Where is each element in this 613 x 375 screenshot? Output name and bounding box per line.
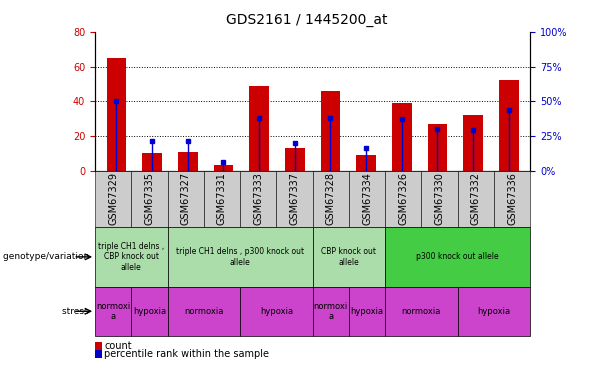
Text: p300 knock out allele: p300 knock out allele — [416, 252, 499, 261]
Bar — [494, 171, 530, 227]
Bar — [95, 227, 167, 287]
Bar — [385, 287, 458, 336]
Bar — [167, 171, 204, 227]
Bar — [178, 152, 197, 171]
Text: GDS2161 / 1445200_at: GDS2161 / 1445200_at — [226, 13, 387, 27]
Text: GSM67328: GSM67328 — [326, 172, 336, 225]
Bar — [349, 171, 385, 227]
Bar — [499, 81, 519, 171]
Bar — [249, 86, 269, 171]
Bar — [214, 165, 234, 171]
Bar — [458, 171, 494, 227]
Text: GSM67332: GSM67332 — [471, 172, 481, 225]
Text: GSM67330: GSM67330 — [435, 172, 444, 225]
Text: hypoxia: hypoxia — [478, 307, 511, 316]
Bar — [276, 171, 313, 227]
Text: GSM67331: GSM67331 — [217, 172, 227, 225]
Bar — [458, 287, 530, 336]
Bar — [204, 171, 240, 227]
Bar — [385, 171, 421, 227]
Bar — [421, 171, 458, 227]
Text: triple CH1 delns ,
CBP knock out
allele: triple CH1 delns , CBP knock out allele — [98, 242, 164, 272]
Text: hypoxia: hypoxia — [260, 307, 293, 316]
Bar — [131, 171, 167, 227]
Bar — [356, 155, 376, 171]
Text: GSM67337: GSM67337 — [289, 172, 300, 225]
Bar — [321, 91, 340, 171]
Bar — [167, 227, 313, 287]
Text: GSM67329: GSM67329 — [108, 172, 118, 225]
Text: percentile rank within the sample: percentile rank within the sample — [104, 349, 269, 359]
Text: GSM67327: GSM67327 — [181, 172, 191, 225]
Bar — [285, 148, 305, 171]
Bar — [131, 287, 167, 336]
Text: CBP knock out
allele: CBP knock out allele — [321, 247, 376, 267]
Text: GSM67336: GSM67336 — [507, 172, 517, 225]
Text: normoxia: normoxia — [184, 307, 224, 316]
Bar — [313, 171, 349, 227]
Text: normoxi
a: normoxi a — [96, 302, 131, 321]
Bar — [385, 227, 530, 287]
Text: normoxia: normoxia — [402, 307, 441, 316]
Text: hypoxia: hypoxia — [351, 307, 384, 316]
Bar — [107, 58, 126, 171]
Text: GSM67335: GSM67335 — [145, 172, 154, 225]
Text: GSM67334: GSM67334 — [362, 172, 372, 225]
Bar — [313, 227, 385, 287]
Text: GSM67333: GSM67333 — [253, 172, 263, 225]
Text: hypoxia: hypoxia — [133, 307, 166, 316]
Bar — [167, 287, 240, 336]
Text: count: count — [104, 341, 132, 351]
Text: genotype/variation: genotype/variation — [3, 252, 92, 261]
Bar — [95, 171, 131, 227]
Text: triple CH1 delns , p300 knock out
allele: triple CH1 delns , p300 knock out allele — [176, 247, 304, 267]
Text: stress: stress — [63, 307, 92, 316]
Bar — [240, 171, 276, 227]
Bar — [463, 115, 483, 171]
Bar — [428, 124, 447, 171]
Bar — [349, 287, 385, 336]
Bar — [95, 287, 131, 336]
Bar — [313, 287, 349, 336]
Bar — [240, 287, 313, 336]
Text: GSM67326: GSM67326 — [398, 172, 408, 225]
Bar — [392, 103, 411, 171]
Text: normoxi
a: normoxi a — [314, 302, 348, 321]
Bar — [142, 153, 162, 171]
